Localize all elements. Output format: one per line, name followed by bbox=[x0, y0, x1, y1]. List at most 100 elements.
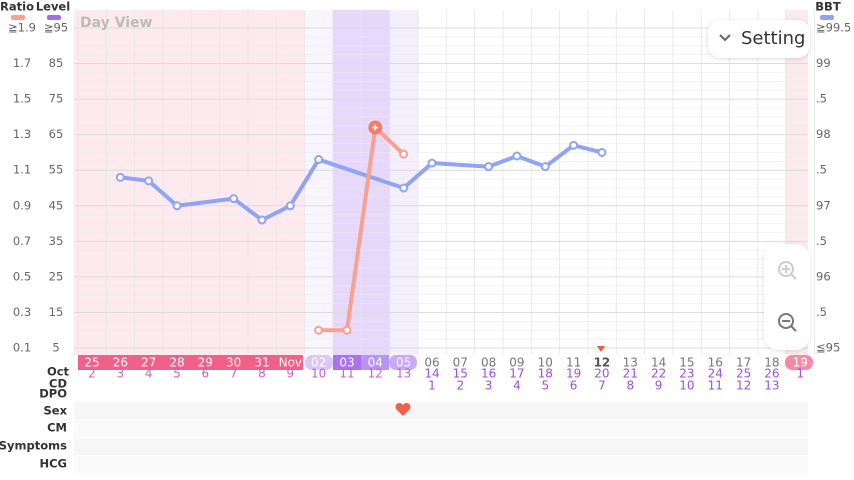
row-band bbox=[74, 420, 808, 437]
series-segment bbox=[118, 175, 151, 183]
dpo-value: 12 bbox=[736, 379, 751, 393]
period-chip bbox=[78, 355, 303, 370]
date-chip bbox=[389, 355, 417, 370]
series-segment bbox=[146, 178, 179, 208]
point bbox=[342, 325, 352, 335]
date-chip bbox=[785, 355, 813, 370]
level-tick-label: 55 bbox=[49, 163, 64, 177]
series-segment bbox=[288, 157, 321, 208]
cd-value: 24 bbox=[708, 367, 723, 381]
point bbox=[427, 158, 437, 168]
point bbox=[512, 151, 522, 161]
today-marker bbox=[597, 346, 605, 352]
level-tick-label: 45 bbox=[49, 198, 64, 212]
legend-swatch bbox=[47, 15, 61, 20]
date-label: 15 bbox=[679, 356, 694, 370]
series-segment bbox=[401, 161, 434, 190]
date-label: 11 bbox=[566, 356, 581, 370]
date-label: 19 bbox=[793, 356, 808, 370]
row-label: CD bbox=[49, 377, 67, 391]
legend-label: Level bbox=[36, 0, 70, 14]
bbt-tick-label: 98 bbox=[816, 127, 831, 141]
level-tick-label: 85 bbox=[49, 56, 64, 70]
dpo-value: 2 bbox=[456, 379, 464, 393]
level-tick-label: ≧95 bbox=[44, 21, 68, 35]
row-label: HCG bbox=[39, 457, 67, 471]
series-segment bbox=[429, 161, 491, 169]
cd-value: 22 bbox=[651, 367, 666, 381]
chevron-icon bbox=[719, 34, 731, 42]
series-segment bbox=[543, 143, 576, 169]
zoom-out[interactable] bbox=[778, 313, 797, 332]
cd-value: 16 bbox=[481, 367, 496, 381]
point bbox=[399, 183, 409, 193]
date-label: 18 bbox=[764, 356, 779, 370]
date-label: 12 bbox=[594, 356, 611, 370]
zoom-panel bbox=[764, 244, 810, 350]
date-label: 08 bbox=[481, 356, 496, 370]
point bbox=[229, 194, 239, 204]
level-tick-label: 15 bbox=[49, 305, 64, 319]
dpo-value: 10 bbox=[679, 379, 694, 393]
cd-value: 14 bbox=[424, 367, 439, 381]
cd-value: 10 bbox=[311, 367, 326, 381]
date-label: 29 bbox=[198, 356, 213, 370]
level-tick-label: 5 bbox=[52, 341, 59, 355]
dpo-value: 13 bbox=[764, 379, 779, 393]
date-label: 04 bbox=[368, 356, 383, 370]
dpo-value: 1 bbox=[428, 379, 436, 393]
series-segment bbox=[259, 203, 293, 222]
date-label: Nov bbox=[279, 356, 302, 370]
date-label: 05 bbox=[396, 356, 411, 370]
ratio-tick-label: 0.5 bbox=[13, 269, 31, 283]
row-band bbox=[74, 402, 808, 419]
cd-value: 20 bbox=[594, 367, 609, 381]
view-label: Day View bbox=[80, 15, 153, 31]
setting-button[interactable] bbox=[708, 20, 810, 58]
bbt-tick-label: 97 bbox=[816, 198, 831, 212]
series-segment bbox=[316, 157, 406, 190]
month-label: Oct bbox=[47, 365, 70, 379]
date-label: 27 bbox=[141, 356, 156, 370]
point bbox=[172, 201, 182, 211]
ratio-tick-label: 1.1 bbox=[13, 163, 31, 177]
series-segment bbox=[174, 196, 236, 208]
cd-value: 11 bbox=[339, 367, 354, 381]
ratio-tick-label: 0.9 bbox=[13, 198, 31, 212]
series-segment bbox=[344, 125, 378, 333]
legend-swatch bbox=[11, 15, 25, 20]
cd-value: 17 bbox=[509, 367, 524, 381]
zoom-in[interactable] bbox=[778, 261, 797, 280]
date-label: 14 bbox=[651, 356, 666, 370]
point bbox=[569, 140, 579, 150]
cd-value: 2 bbox=[88, 367, 96, 381]
point bbox=[540, 162, 550, 172]
cd-value: 8 bbox=[258, 367, 266, 381]
point bbox=[115, 172, 125, 182]
cd-value: 26 bbox=[764, 367, 779, 381]
series-segment bbox=[486, 154, 519, 169]
row-label: Symptoms bbox=[0, 439, 67, 453]
fertile-zone bbox=[305, 10, 333, 355]
dpo-value: 8 bbox=[626, 379, 634, 393]
bbt-tick-label: 96 bbox=[816, 269, 831, 283]
point bbox=[314, 155, 324, 165]
ratio-tick-label: 1.3 bbox=[13, 127, 31, 141]
date-label: 09 bbox=[509, 356, 524, 370]
date-label: 16 bbox=[708, 356, 723, 370]
date-label: 28 bbox=[169, 356, 184, 370]
ratio-tick-label: 1.7 bbox=[13, 56, 31, 70]
dpo-value: 5 bbox=[541, 379, 549, 393]
series-segment bbox=[514, 154, 548, 169]
cd-value: 12 bbox=[368, 367, 383, 381]
cd-value: 25 bbox=[736, 367, 751, 381]
date-chip bbox=[333, 355, 361, 370]
date-label: 31 bbox=[254, 356, 269, 370]
row-label: CM bbox=[47, 421, 67, 435]
level-tick-label: 25 bbox=[49, 269, 64, 283]
point bbox=[314, 325, 324, 335]
cd-value: 5 bbox=[173, 367, 181, 381]
level-tick-label: 75 bbox=[49, 92, 64, 106]
legend-swatch bbox=[820, 15, 834, 20]
